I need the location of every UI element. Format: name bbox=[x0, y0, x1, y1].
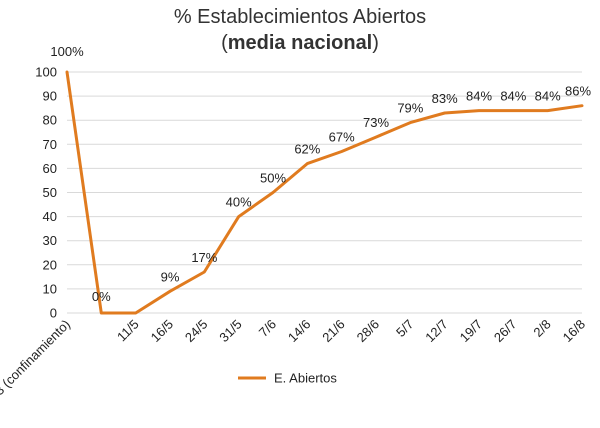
x-tick-label: 19/7 bbox=[457, 317, 486, 346]
data-label: 62% bbox=[294, 142, 320, 157]
data-label: 9% bbox=[161, 269, 180, 284]
x-tick-label: 12/7 bbox=[422, 317, 451, 346]
x-tick-label: 14/6 bbox=[285, 317, 314, 346]
y-tick-label: 0 bbox=[50, 306, 57, 321]
subtitle-open: ( bbox=[221, 32, 228, 54]
x-tick-label: 28/6 bbox=[354, 317, 383, 346]
y-axis: 0 10 20 30 40 50 60 70 80 90 100 bbox=[35, 65, 57, 321]
y-tick-label: 100 bbox=[35, 65, 57, 80]
x-tick-label: 2/8 bbox=[530, 317, 553, 340]
data-label: 84% bbox=[466, 89, 492, 104]
y-tick-label: 20 bbox=[43, 257, 57, 272]
series-line bbox=[65, 70, 584, 315]
data-labels: 100% 0% 9% 17% 40% 50% 62% 67% 73% 79% 83% 84% 84% 84… bbox=[50, 44, 591, 304]
data-label: 0% bbox=[92, 289, 111, 304]
x-tick-label: 16/8 bbox=[560, 317, 589, 346]
data-label: 100% bbox=[50, 44, 84, 59]
y-tick-label: 10 bbox=[43, 281, 57, 296]
x-tick-label: 31/5 bbox=[216, 317, 245, 346]
data-label: 79% bbox=[397, 101, 423, 116]
data-label: 86% bbox=[565, 84, 591, 99]
x-tick-label: 15/3 (confinamiento) bbox=[0, 317, 73, 411]
chart-title-block: % Establecimientos Abiertos (media nacio… bbox=[0, 4, 600, 56]
x-axis: 15/3 (confinamiento) 11/5 16/5 24/5 31/5 7/6 1… bbox=[0, 317, 588, 411]
y-tick-label: 80 bbox=[43, 113, 57, 128]
y-tick-label: 30 bbox=[43, 233, 57, 248]
x-tick-label: 11/5 bbox=[114, 317, 142, 345]
y-tick-label: 70 bbox=[43, 137, 57, 152]
x-tick-label: 5/7 bbox=[393, 317, 416, 340]
y-tick-label: 90 bbox=[43, 89, 57, 104]
legend: E. Abiertos bbox=[238, 371, 337, 386]
data-label: 17% bbox=[191, 250, 217, 265]
data-label: 40% bbox=[226, 195, 252, 210]
chart-title: % Establecimientos Abiertos bbox=[173, 6, 427, 28]
y-tick-label: 50 bbox=[43, 185, 57, 200]
data-label: 83% bbox=[432, 91, 458, 106]
series-layer bbox=[65, 70, 584, 315]
data-label: 67% bbox=[329, 130, 355, 145]
data-label: 84% bbox=[500, 89, 526, 104]
x-tick-label: 16/5 bbox=[148, 317, 177, 346]
y-tick-label: 60 bbox=[43, 161, 57, 176]
gridlines bbox=[67, 71, 582, 314]
x-tick-label: 24/5 bbox=[182, 317, 211, 346]
data-label: 84% bbox=[535, 89, 561, 104]
x-tick-label: 26/7 bbox=[491, 317, 520, 346]
y-tick-label: 40 bbox=[43, 209, 57, 224]
data-label: 73% bbox=[363, 115, 389, 130]
x-tick-label: 21/6 bbox=[319, 317, 348, 346]
legend-label: E. Abiertos bbox=[274, 371, 337, 386]
subtitle-text: media nacional bbox=[227, 32, 373, 54]
x-tick-label: 7/6 bbox=[256, 317, 279, 340]
subtitle-close: ) bbox=[372, 32, 379, 54]
data-label: 50% bbox=[260, 171, 286, 186]
chart-subtitle: (media nacional) bbox=[0, 30, 600, 56]
